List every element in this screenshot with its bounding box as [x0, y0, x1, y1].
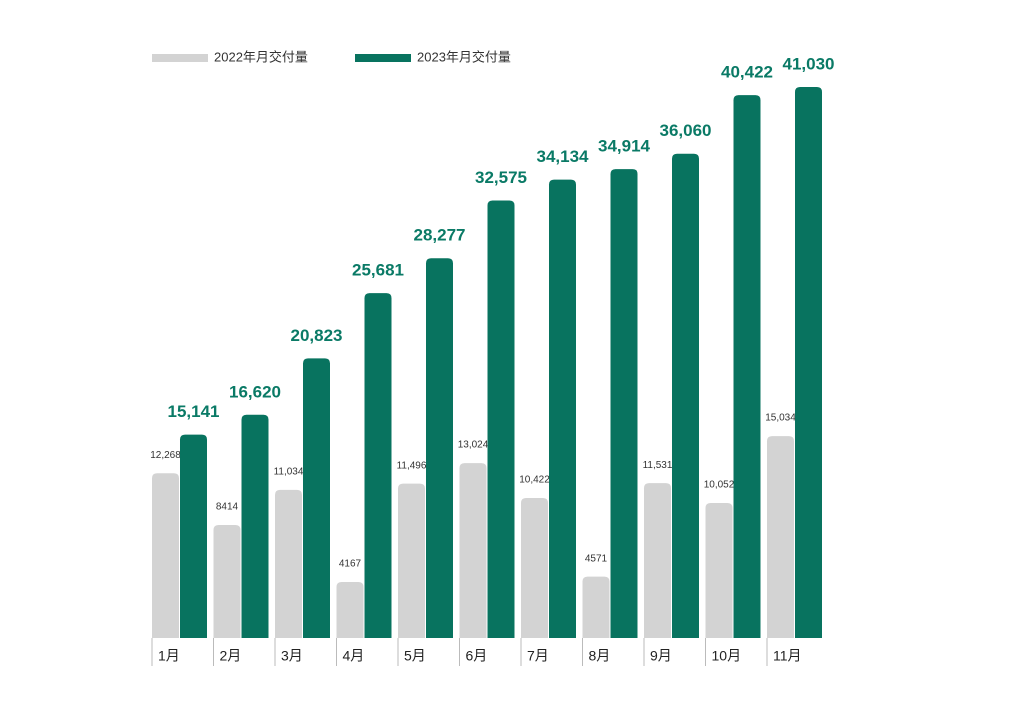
bar: [705, 503, 733, 638]
data-label: 36,060: [660, 121, 712, 140]
data-label: 15,141: [168, 402, 220, 421]
bar: [180, 434, 207, 638]
bar: [549, 179, 576, 638]
x-tick-label: 3月: [281, 648, 303, 664]
data-label: 4167: [339, 559, 362, 570]
data-label: 12,268: [150, 450, 181, 461]
data-label: 40,422: [721, 63, 773, 82]
data-label: 15,034: [765, 413, 796, 424]
data-label: 32,575: [475, 168, 527, 187]
data-label: 20,823: [291, 326, 343, 345]
data-label: 11,034: [274, 466, 304, 477]
data-label: 4571: [585, 553, 608, 564]
bar: [336, 582, 364, 638]
bar: [241, 414, 269, 638]
x-tick-label: 1月: [158, 648, 180, 664]
x-tick-label: 8月: [589, 648, 611, 664]
bar: [795, 87, 822, 638]
legend-swatch: [355, 54, 411, 62]
bar: [672, 153, 699, 639]
bar: [364, 293, 392, 638]
bar: [521, 498, 548, 638]
data-label: 25,681: [352, 261, 404, 280]
data-label: 34,914: [598, 137, 651, 156]
bar: [767, 436, 794, 638]
data-label: 34,134: [537, 147, 590, 166]
data-label: 13,024: [458, 440, 489, 451]
data-label: 28,277: [414, 226, 466, 245]
bar: [303, 358, 330, 638]
x-tick-label: 7月: [527, 648, 549, 664]
bar: [610, 169, 638, 638]
x-tick-label: 4月: [343, 648, 365, 664]
x-tick-label: 10月: [712, 648, 742, 664]
bar: [152, 473, 179, 638]
legend-label: 2022年月交付量: [214, 49, 308, 64]
legend-swatch: [152, 54, 208, 62]
bar: [644, 483, 671, 638]
bar: [459, 463, 487, 638]
data-label: 41,030: [783, 54, 835, 73]
x-tick-label: 9月: [650, 648, 672, 664]
data-label: 10,422: [519, 475, 550, 486]
bar: [733, 95, 761, 638]
bar: [582, 576, 610, 638]
bar: [398, 483, 425, 638]
data-label: 8414: [216, 502, 239, 513]
data-label: 11,531: [643, 460, 673, 471]
x-tick-label: 11月: [773, 648, 802, 664]
bar: [213, 525, 241, 638]
data-label: 16,620: [229, 382, 281, 401]
legend-label: 2023年月交付量: [417, 49, 511, 64]
bar: [426, 258, 453, 638]
bar: [487, 200, 515, 638]
x-tick-label: 6月: [466, 648, 488, 664]
x-tick-label: 5月: [404, 648, 426, 664]
data-label: 10,052: [704, 480, 735, 491]
x-tick-label: 2月: [220, 648, 242, 664]
bar: [275, 489, 302, 638]
data-label: 11,496: [397, 460, 427, 471]
